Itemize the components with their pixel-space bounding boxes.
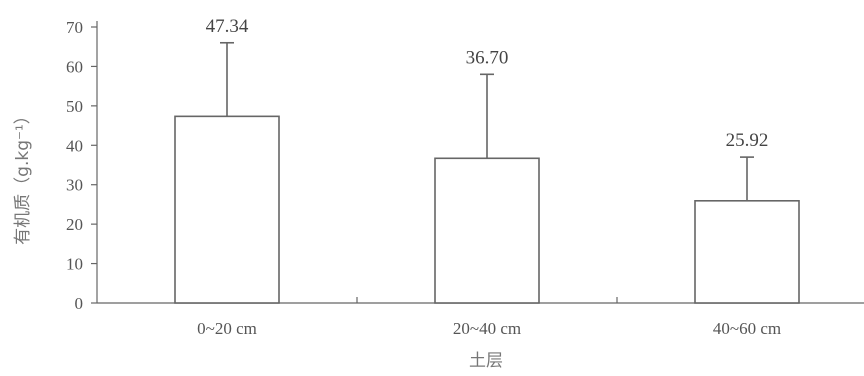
y-tick-label: 50 (66, 97, 83, 116)
y-axis-title: 有机质（g.kg⁻¹） (13, 107, 33, 245)
x-tick-label: 20~40 cm (453, 319, 521, 338)
x-tick-label: 40~60 cm (713, 319, 781, 338)
y-tick-label: 20 (66, 215, 83, 234)
y-tick-label: 0 (75, 294, 84, 313)
y-tick-label: 70 (66, 18, 83, 37)
bars: 47.34 36.70 25.92 (174, 16, 800, 304)
bar (434, 157, 540, 304)
data-label: 47.34 (206, 16, 249, 37)
data-label: 25.92 (726, 130, 769, 151)
y-tick-label: 40 (66, 136, 83, 155)
y-axis: 0 10 20 30 40 50 60 70 (66, 18, 98, 313)
bar (694, 200, 800, 304)
bar (174, 115, 280, 304)
data-label: 36.70 (466, 47, 509, 68)
y-tick-label: 30 (66, 176, 83, 195)
x-tick-label: 0~20 cm (197, 319, 257, 338)
y-tick-label: 10 (66, 255, 83, 274)
y-tick-label: 60 (66, 57, 83, 76)
x-axis-title: 土层 (469, 351, 503, 371)
